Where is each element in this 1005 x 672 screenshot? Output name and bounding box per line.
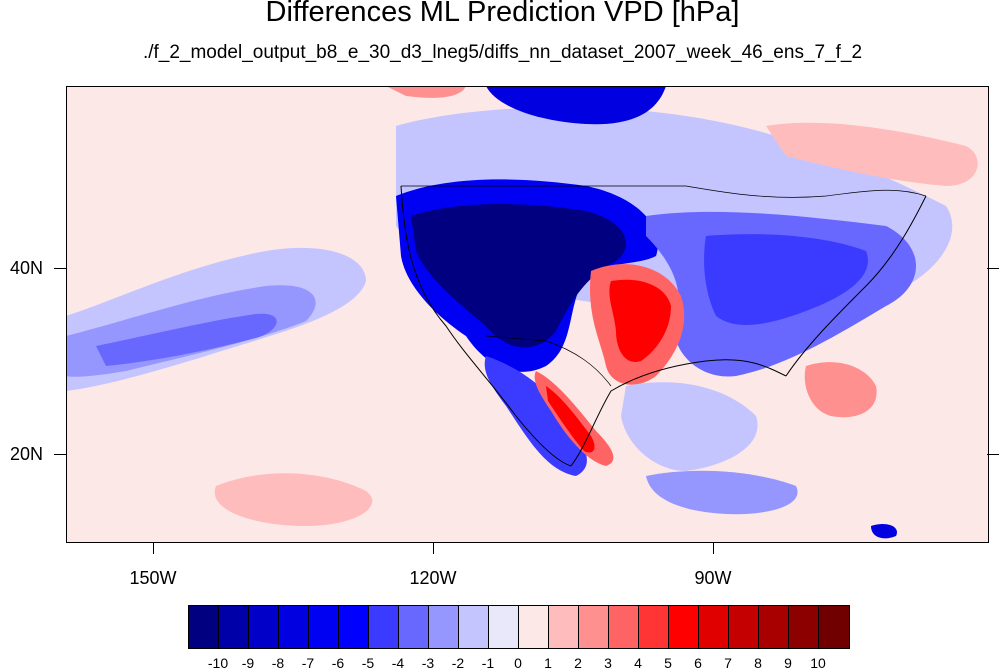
us-canada-border	[401, 185, 927, 198]
lat-label-40n: 40N	[10, 258, 44, 278]
colorbar-swatch	[699, 606, 729, 648]
coastline-gulf	[570, 359, 787, 467]
tick-20n-left	[54, 454, 66, 455]
colorbar-label: -7	[301, 655, 315, 671]
colorbar-label: 2	[574, 655, 582, 671]
colorbar-label: 3	[604, 655, 612, 671]
colorbar-label: 4	[634, 655, 642, 671]
colorbar-label: -2	[451, 655, 465, 671]
colorbar-swatch	[459, 606, 489, 648]
colorbar-swatch	[249, 606, 279, 648]
colorbar-swatch	[309, 606, 339, 648]
lon-label-150w: 150W	[129, 568, 177, 588]
colorbar-label: -8	[271, 655, 285, 671]
atlantic-pink	[804, 362, 877, 418]
caribbean-dark-blue-spot	[871, 524, 897, 539]
colorbar-swatch	[339, 606, 369, 648]
colorbar-swatch	[789, 606, 819, 648]
colorbar-label: 10	[810, 655, 826, 671]
colorbar-label: 0	[514, 655, 522, 671]
gulf-light-blue	[621, 382, 758, 471]
tick-90w	[713, 542, 714, 554]
colorbar-swatch	[579, 606, 609, 648]
coastline-west	[400, 185, 572, 467]
colorbar-label: -10	[207, 655, 229, 671]
east-us-blue-core	[704, 234, 868, 326]
us-mexico-border	[485, 335, 612, 387]
colorbar-label: -3	[421, 655, 435, 671]
colorbar-swatch	[489, 606, 519, 648]
tick-40n-left	[54, 268, 66, 269]
colorbar-label: 6	[694, 655, 702, 671]
colorbar-swatch	[609, 606, 639, 648]
tick-150w	[153, 542, 154, 554]
west-us-navy	[411, 204, 626, 348]
colorbar-swatch	[519, 606, 549, 648]
colorbar-swatch	[549, 606, 579, 648]
mexico-blue	[484, 356, 587, 476]
map-title: Differences ML Prediction VPD [hPa]	[265, 0, 740, 28]
tick-40n-right	[987, 268, 999, 269]
north-dark-blue	[486, 86, 666, 125]
colorbar-swatch	[759, 606, 789, 648]
colorbar-label: -6	[331, 655, 345, 671]
colorbar-label: 1	[544, 655, 552, 671]
colorbar-swatch	[729, 606, 759, 648]
colorbar-swatch	[669, 606, 699, 648]
north-pink-top	[386, 86, 466, 98]
pacific-blue-inner	[96, 313, 277, 366]
colorbar-swatch	[279, 606, 309, 648]
colorbar-swatch	[639, 606, 669, 648]
coastline-east	[785, 195, 927, 377]
colorbar-swatch	[369, 606, 399, 648]
tick-120w	[433, 542, 434, 554]
texas-red-core	[609, 279, 671, 362]
colorbar-label: 7	[724, 655, 732, 671]
colorbar-label: -9	[241, 655, 255, 671]
tick-20n-right	[987, 454, 999, 455]
map-plot-area	[66, 86, 989, 543]
colorbar-label: 5	[664, 655, 672, 671]
colorbar-label: -4	[391, 655, 405, 671]
colorbar-swatch	[189, 606, 219, 648]
lat-label-20n: 20N	[10, 444, 44, 464]
map-subtitle: ./f_2_model_output_b8_e_30_d3_lneg5/diff…	[142, 42, 863, 63]
colorbar-label: 8	[754, 655, 762, 671]
colorbar-label: 9	[784, 655, 792, 671]
colorbar-label: -1	[481, 655, 495, 671]
vpd-difference-field	[66, 86, 978, 539]
northeast-pink	[766, 122, 978, 186]
lon-label-90w: 90W	[694, 568, 732, 588]
mexico-red-core	[546, 386, 595, 453]
colorbar-swatch	[399, 606, 429, 648]
pacific-pink-south	[214, 473, 373, 526]
colorbar	[188, 605, 850, 649]
caribbean-blue	[646, 470, 798, 515]
lon-label-120w: 120W	[409, 568, 457, 588]
colorbar-swatch	[429, 606, 459, 648]
colorbar-label: -5	[361, 655, 375, 671]
colorbar-swatch	[219, 606, 249, 648]
colorbar-swatch	[819, 606, 849, 648]
